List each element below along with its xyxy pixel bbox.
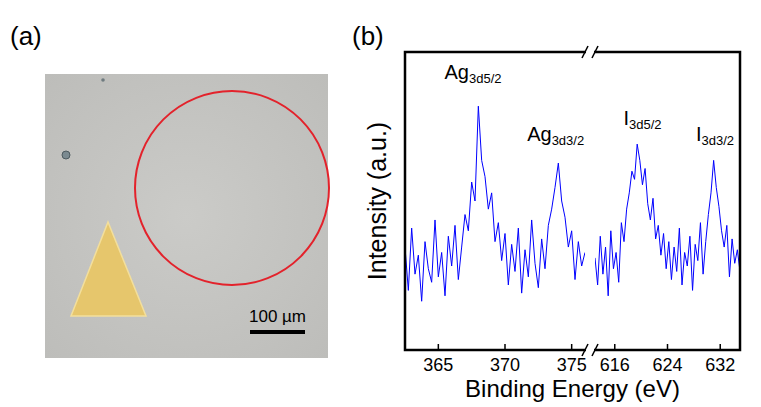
scale-bar-label: 100 µm <box>249 307 306 326</box>
peak-label-sub: 3d3/2 <box>552 133 585 148</box>
tick-label: 624 <box>652 355 682 375</box>
particle <box>101 78 105 82</box>
peak-label-sub: 3d3/2 <box>701 133 734 148</box>
peak-label-main: Ag <box>444 61 468 83</box>
peak-label-main: Ag <box>527 123 551 145</box>
peak-label-sub: 3d5/2 <box>629 117 662 132</box>
tick-label: 616 <box>600 355 630 375</box>
peak-label: I3d3/2 <box>696 123 734 148</box>
x-axis-title: Binding Energy (eV) <box>465 375 680 402</box>
plot-frame <box>405 52 740 350</box>
tick-label: 370 <box>490 355 520 375</box>
tick-label: 375 <box>557 355 587 375</box>
spectrum-line <box>405 106 585 301</box>
tick-label: 365 <box>423 355 453 375</box>
micrograph-image <box>45 74 328 358</box>
axis-break-mark <box>592 344 598 356</box>
y-axis-title: Intensity (a.u.) <box>363 122 391 280</box>
plot-area <box>595 144 740 296</box>
scale-bar <box>250 330 305 334</box>
peak-label: Ag3d5/2 <box>444 61 501 86</box>
figure: (a)100 µm(b)365370375616624632Ag3d5/2Ag3… <box>0 0 761 407</box>
peak-label: I3d5/2 <box>623 107 661 132</box>
peak-label-sub: 3d5/2 <box>469 71 502 86</box>
panel-label: (b) <box>352 21 384 51</box>
crystal-flake <box>71 222 146 316</box>
axis-break-mark <box>582 344 588 356</box>
tick-label: 632 <box>705 355 735 375</box>
axis-break-mark <box>582 46 588 58</box>
plot-area <box>405 106 585 301</box>
peak-label: Ag3d3/2 <box>527 123 584 148</box>
spectrum-line <box>595 144 740 296</box>
marked-region <box>135 91 329 285</box>
axis-break-mark <box>592 46 598 58</box>
panel-label: (a) <box>10 21 42 51</box>
particle <box>62 151 70 159</box>
